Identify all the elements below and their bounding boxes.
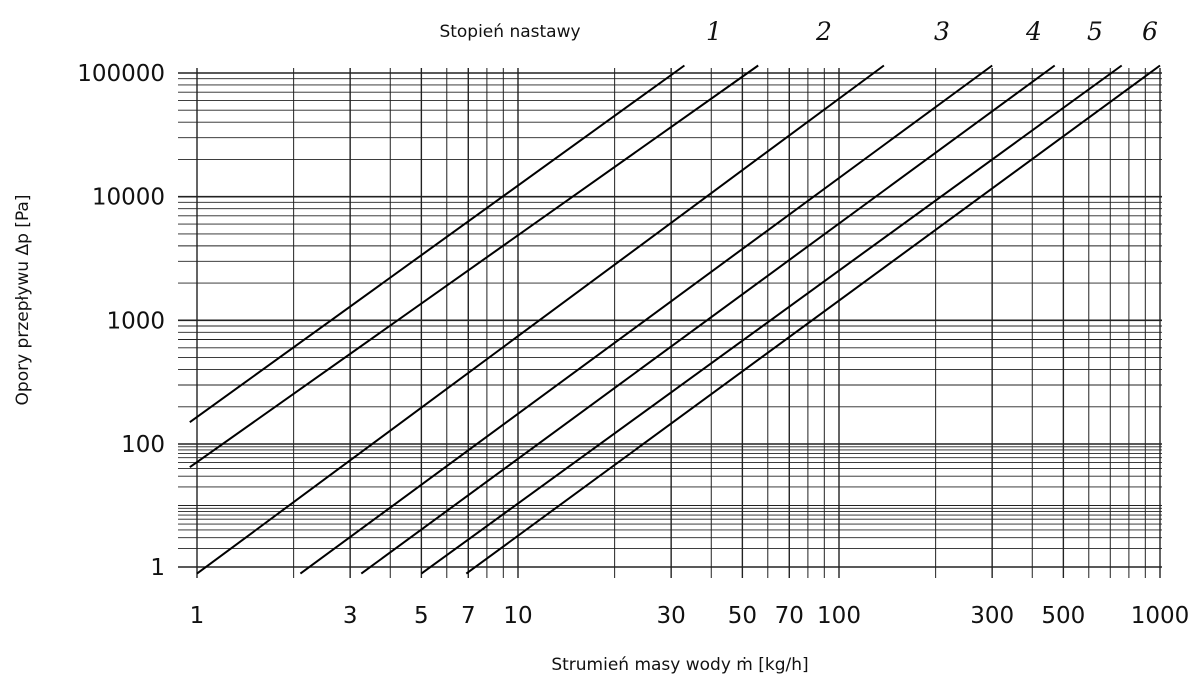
series-label: 3	[934, 17, 950, 46]
series-label: 6	[1142, 17, 1158, 46]
x-tick-label: 1000	[1131, 603, 1190, 629]
x-tick-label: 500	[1041, 603, 1085, 629]
y-tick-label: 100000	[77, 61, 165, 87]
series-line	[196, 64, 885, 575]
series-line	[360, 64, 1056, 575]
y-tick-label: 1000	[106, 308, 165, 334]
series-line	[465, 64, 1161, 575]
series-label: 2	[815, 17, 832, 46]
series-label: 4	[1025, 17, 1042, 46]
y-tick-label: 1	[150, 555, 165, 581]
x-tick-label: 1	[190, 603, 205, 629]
x-tick-label: 3	[343, 603, 358, 629]
y-tick-label: 100	[121, 432, 165, 458]
x-tick-label: 10	[503, 603, 532, 629]
series-label: 1	[706, 17, 722, 46]
series-line	[420, 64, 1123, 575]
labels: 1 3 5 7 10 30 50 70 100 300 500 1000 1 100 1000 10000 10…	[13, 17, 1189, 675]
series-label: 5	[1087, 17, 1103, 46]
series-line	[189, 64, 759, 469]
y-tick-label: 10000	[92, 185, 165, 211]
series-header: Stopień nastawy	[439, 22, 580, 42]
x-tick-label: 100	[817, 603, 861, 629]
x-tick-label: 70	[775, 603, 804, 629]
x-tick-label: 30	[657, 603, 686, 629]
x-tick-label: 7	[461, 603, 476, 629]
x-tick-label: 50	[728, 603, 757, 629]
x-tick-label: 300	[970, 603, 1014, 629]
series-lines	[189, 64, 1161, 575]
x-tick-label: 5	[414, 603, 429, 629]
series-line	[189, 64, 685, 424]
x-axis-label: Strumień masy wody ṁ [kg/h]	[551, 655, 808, 675]
grid	[178, 68, 1162, 578]
y-axis-label: Opory przepływu Δp [Pa]	[13, 195, 33, 406]
series-line	[299, 64, 993, 575]
